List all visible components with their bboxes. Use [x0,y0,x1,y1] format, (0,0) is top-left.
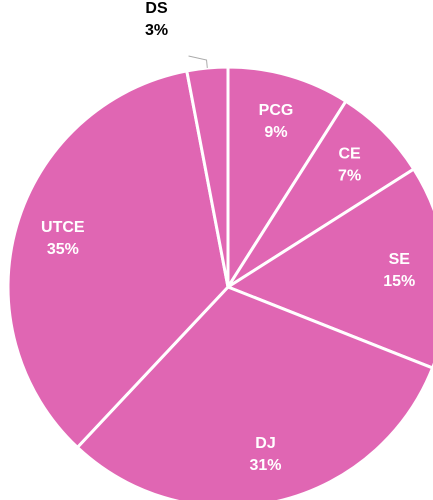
slice-value-label: 3% [145,22,168,39]
slice-value-label: 15% [383,273,415,290]
slice-label: SE [389,251,411,268]
slice-label: DS [145,0,168,17]
slice-label: DJ [255,435,275,452]
pie-slice [226,65,348,293]
slice-label: UTCE [41,219,85,236]
slice-value-label: 7% [338,168,361,185]
pie-slice [6,69,230,450]
slice-value-label: 31% [250,457,282,474]
slice-value-label: 35% [47,241,79,258]
slice-label: PCG [259,102,294,119]
pie-slice [75,285,433,500]
slice-label: CE [339,146,362,163]
leader-line [188,55,208,69]
pie-slice [224,167,433,370]
slice-value-label: 9% [264,124,287,141]
